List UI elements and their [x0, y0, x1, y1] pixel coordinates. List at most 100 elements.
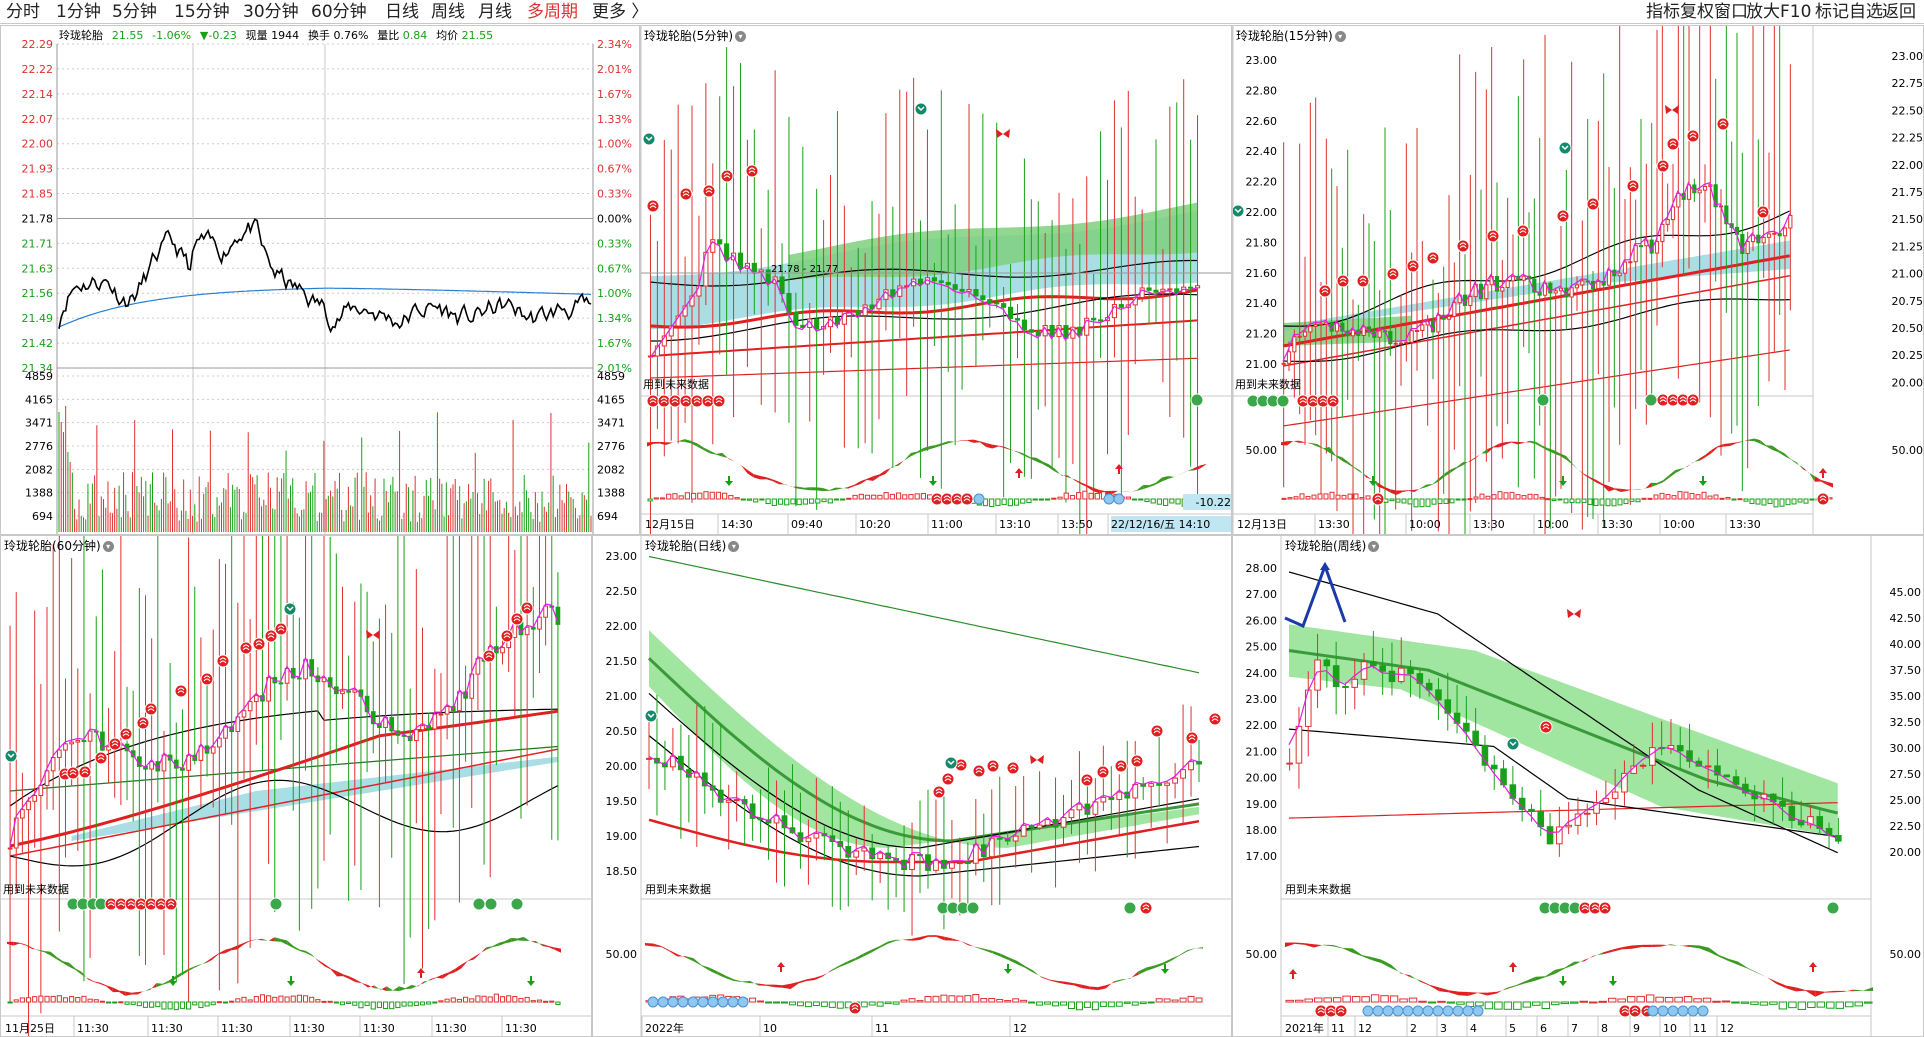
- indicator-area: [1381, 959, 1392, 969]
- candle-5min: [1118, 304, 1124, 308]
- indicator-bar: [1187, 995, 1195, 1003]
- indicator-bar: [358, 1001, 364, 1009]
- indicator-area: [1468, 992, 1478, 996]
- indicator-area: [1000, 953, 1009, 961]
- butterfly-icon: [1665, 105, 1679, 114]
- price-tick-label: 21.00: [1246, 358, 1278, 371]
- tool-button-2[interactable]: 窗口: [1714, 2, 1748, 22]
- indicator-area: [1709, 947, 1719, 957]
- indicator-area: [137, 991, 144, 995]
- candle-60min: [537, 616, 542, 630]
- price-tick-label: 18.50: [606, 865, 638, 878]
- tool-button-1[interactable]: 复权: [1680, 2, 1714, 22]
- chevron-down-icon[interactable]: ▾: [1368, 541, 1380, 552]
- indicator-bar: [1313, 997, 1323, 1003]
- indicator-bar: [1759, 1001, 1769, 1006]
- period-tab-5[interactable]: 60分钟: [311, 2, 367, 22]
- candle-60min: [63, 743, 68, 751]
- indicator-bar: [827, 498, 833, 504]
- indicator-bar: [382, 1001, 389, 1010]
- indicator-bar: [1342, 995, 1351, 1003]
- indicator-area: [19, 942, 26, 946]
- indicator-bar: [1175, 498, 1181, 505]
- arrow-down-icon: [1699, 476, 1707, 486]
- indicator-area: [1757, 972, 1767, 978]
- indicator-bar: [1069, 495, 1076, 500]
- indicator-area: [1048, 464, 1056, 472]
- indicator-bar: [1778, 1001, 1788, 1010]
- indicator-area: [816, 487, 823, 492]
- period-tab-0[interactable]: 分时: [6, 2, 40, 22]
- candle-weekly: [1714, 765, 1721, 776]
- period-tab-6[interactable]: 日线: [385, 2, 419, 22]
- period-tab-8[interactable]: 月线: [478, 2, 512, 22]
- indicator-bar: [1091, 1001, 1099, 1011]
- indicator-bar: [395, 1001, 401, 1009]
- period-tab-1[interactable]: 1分钟: [56, 2, 101, 22]
- indicator-bar: [1707, 495, 1713, 500]
- indicator-area: [461, 960, 468, 969]
- candle-5min: [1111, 304, 1118, 319]
- chevron-down-icon[interactable]: ▾: [1334, 31, 1346, 42]
- chart-panel-daily[interactable]: 23.00 22.50 22.00 21.50 21.00 20.50 20.00 19.50…: [592, 535, 1232, 1037]
- chevron-down-icon[interactable]: ▾: [102, 541, 114, 552]
- indicator-bar: [69, 996, 75, 1003]
- candle-daily: [933, 859, 939, 871]
- candle-15min: [1404, 341, 1409, 344]
- price-tick-label: 23.00: [1246, 693, 1278, 706]
- indicator-bar: [1479, 493, 1485, 500]
- period-tab-3[interactable]: 15分钟: [174, 2, 230, 22]
- candle-15min: [1574, 284, 1580, 289]
- green-marker-icon: [1536, 393, 1550, 407]
- period-tab-2[interactable]: 5分钟: [112, 2, 157, 22]
- chevron-down-icon[interactable]: ▾: [735, 31, 746, 42]
- tool-button-4[interactable]: F10: [1780, 2, 1812, 22]
- candle-15min: [1596, 280, 1601, 289]
- period-tab-9[interactable]: 多周期: [527, 2, 578, 22]
- period-tab-4[interactable]: 30分钟: [243, 2, 299, 22]
- tool-button-5[interactable]: 标记: [1815, 2, 1849, 22]
- indicator-bar: [666, 493, 672, 500]
- indicator-area: [1065, 981, 1074, 986]
- candle-daily: [1060, 817, 1067, 828]
- indicator-area: [255, 938, 263, 941]
- indicator-area: [936, 935, 945, 941]
- indicator-area: [1583, 955, 1594, 962]
- period-tab-7[interactable]: 周线: [431, 2, 465, 22]
- change-amount: ▼-0.23: [199, 29, 237, 42]
- tool-button-0[interactable]: 指标: [1646, 2, 1680, 22]
- indicator-bar: [659, 497, 666, 500]
- candle-60min: [44, 770, 50, 786]
- chart-panel-weekly[interactable]: 28.00 27.00 26.00 25.00 24.00 23.00 22.00 21.00…: [1232, 535, 1924, 1037]
- indicator-area: [717, 971, 726, 979]
- future-data-label: 用到未来数据: [1235, 378, 1301, 391]
- indicator-area: [1802, 467, 1809, 473]
- candle-60min: [266, 676, 271, 702]
- tool-button-7[interactable]: 返回: [1882, 2, 1916, 22]
- candle-daily: [1116, 791, 1123, 800]
- indicator-bar: [346, 1001, 352, 1004]
- price-tick-label: 22.07: [22, 113, 54, 126]
- candle-5min: [931, 277, 937, 282]
- chart-panel-5min[interactable]: 21.78 - 21.77 12月15日 14:30 09:40 10:20 11:00 1…: [640, 25, 1232, 535]
- candle-5min: [959, 288, 965, 292]
- tool-button-3[interactable]: 放大: [1746, 2, 1780, 22]
- tool-button-6[interactable]: 自选: [1849, 2, 1883, 22]
- indicator-area: [75, 968, 82, 975]
- price-tick-label: 18.00: [1246, 824, 1278, 837]
- indicator-area: [1130, 490, 1137, 493]
- indicator-bar: [463, 996, 469, 1003]
- indicator-area: [1341, 457, 1348, 464]
- marker-glyph: [267, 632, 275, 639]
- intraday-chart-panel[interactable]: 玲珑轮胎 21.55 -1.06% ▼-0.23 现量 1944 换手 0.76…: [0, 25, 640, 535]
- chart-panel-15min[interactable]: 23.00 22.80 22.60 22.40 22.20 22.00 21.80 21.60…: [1232, 25, 1924, 535]
- indicator-bar: [216, 1001, 222, 1004]
- chart-panel-60min[interactable]: 11月25日 11:30 11:30 11:30 11:30 11:30 11:30 11:3…: [0, 535, 592, 1037]
- arrow-up-icon: [1115, 464, 1123, 474]
- indicator-bar: [1494, 1001, 1503, 1010]
- blue-marker-icon: [1462, 1005, 1474, 1017]
- period-tab-10[interactable]: 更多 〉: [592, 2, 649, 22]
- pct-tick-label: 0.67%: [597, 163, 632, 176]
- chevron-down-icon[interactable]: ▾: [728, 541, 740, 552]
- marker-glyph: [943, 495, 951, 502]
